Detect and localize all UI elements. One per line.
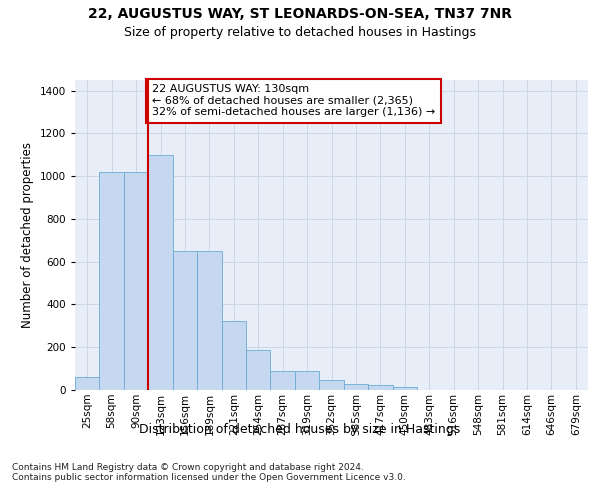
Text: Size of property relative to detached houses in Hastings: Size of property relative to detached ho…: [124, 26, 476, 39]
Bar: [368, 384, 392, 390]
Bar: [173, 251, 197, 390]
Text: 22 AUGUSTUS WAY: 130sqm
← 68% of detached houses are smaller (2,365)
32% of semi: 22 AUGUSTUS WAY: 130sqm ← 68% of detache…: [152, 84, 435, 117]
Bar: [197, 251, 221, 390]
Bar: [344, 384, 368, 390]
Y-axis label: Number of detached properties: Number of detached properties: [21, 142, 34, 328]
Bar: [148, 155, 173, 390]
Bar: [124, 172, 148, 390]
Bar: [75, 376, 100, 390]
Text: Contains HM Land Registry data © Crown copyright and database right 2024.
Contai: Contains HM Land Registry data © Crown c…: [12, 462, 406, 482]
Text: 22, AUGUSTUS WAY, ST LEONARDS-ON-SEA, TN37 7NR: 22, AUGUSTUS WAY, ST LEONARDS-ON-SEA, TN…: [88, 8, 512, 22]
Bar: [319, 380, 344, 390]
Bar: [246, 350, 271, 390]
Bar: [271, 371, 295, 390]
Text: Distribution of detached houses by size in Hastings: Distribution of detached houses by size …: [139, 422, 461, 436]
Bar: [295, 371, 319, 390]
Bar: [100, 172, 124, 390]
Bar: [392, 387, 417, 390]
Bar: [221, 320, 246, 390]
